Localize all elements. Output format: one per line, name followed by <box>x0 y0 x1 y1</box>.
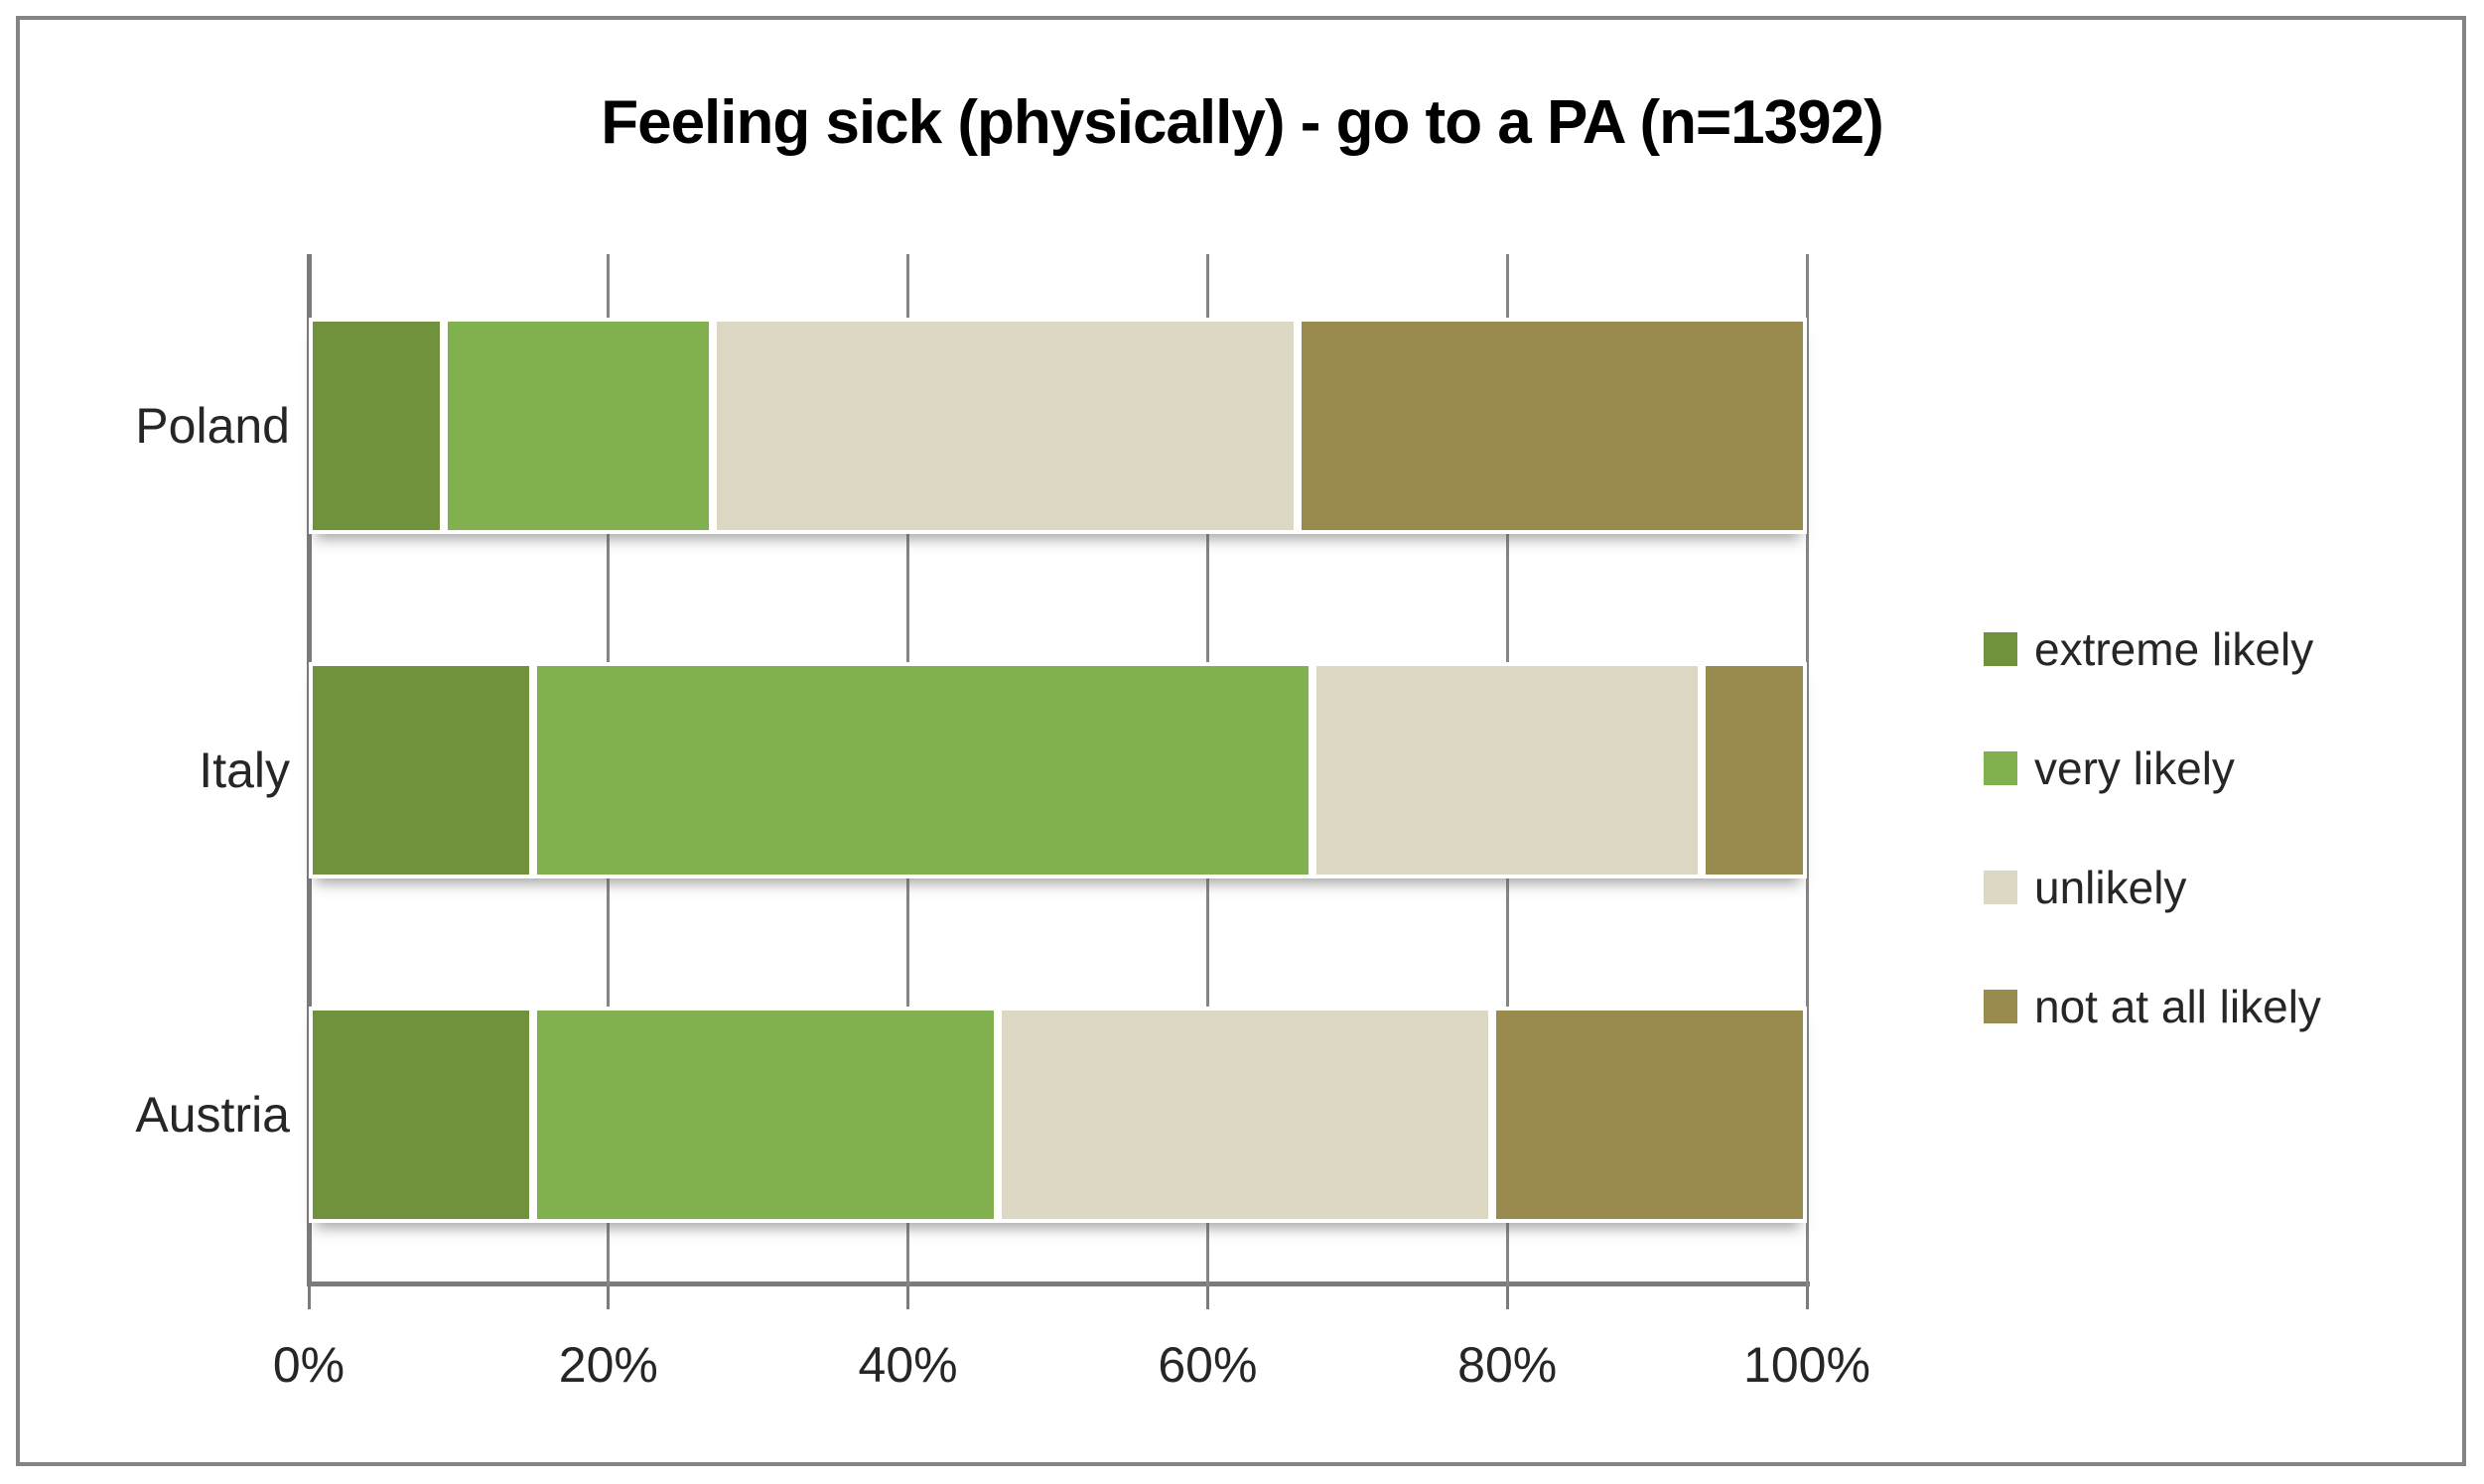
x-axis-label-0%: 0% <box>272 1337 345 1393</box>
x-axis-label-100%: 100% <box>1743 1337 1870 1393</box>
x-axis-label-80%: 80% <box>1457 1337 1558 1393</box>
x-axis-tick-60% <box>1205 1286 1209 1309</box>
x-axis-label-40%: 40% <box>858 1337 958 1393</box>
bar-segment-italy-extreme-likely <box>309 662 534 878</box>
bar-segment-italy-not-at-all-likely <box>1702 662 1807 878</box>
category-label-italy: Italy <box>199 742 290 798</box>
legend-label: unlikely <box>2034 862 2187 913</box>
bar-segment-italy-very-likely <box>533 662 1313 878</box>
chart-title: Feeling sick (physically) - go to a PA (… <box>601 88 1884 157</box>
x-axis-label-60%: 60% <box>1158 1337 1258 1393</box>
x-axis-tick-80% <box>1505 1286 1509 1309</box>
legend-item-not-at-all-likely: not at all likely <box>1984 981 2321 1032</box>
bar-segment-poland-very-likely <box>443 318 714 535</box>
plot-area <box>306 254 1810 1309</box>
gridline-100% <box>1805 254 1809 1286</box>
x-axis-tick-20% <box>607 1286 611 1309</box>
bar-segment-poland-not-at-all-likely <box>1297 318 1807 535</box>
legend: extreme likely very likely unlikely not at … <box>1984 623 2321 1102</box>
legend-label: extreme likely <box>2034 623 2314 675</box>
legend-item-unlikely: unlikely <box>1984 862 2321 913</box>
x-axis-label-20%: 20% <box>558 1337 658 1393</box>
bar-segment-austria-unlikely <box>998 1006 1493 1223</box>
legend-swatch-unlikely <box>1984 871 2017 904</box>
x-axis-tick-40% <box>906 1286 910 1309</box>
x-axis-tick-0% <box>307 1286 311 1309</box>
bar-segment-poland-extreme-likely <box>309 318 444 535</box>
x-axis-tick-100% <box>1805 1286 1809 1309</box>
bar-segment-poland-unlikely <box>713 318 1298 535</box>
bar-segment-austria-not-at-all-likely <box>1492 1006 1807 1223</box>
legend-item-extreme-likely: extreme likely <box>1984 623 2321 675</box>
bar-row-austria <box>309 1006 1807 1223</box>
category-label-poland: Poland <box>135 398 290 455</box>
legend-swatch-not-at-all-likely <box>1984 990 2017 1023</box>
bar-segment-italy-unlikely <box>1312 662 1703 878</box>
legend-item-very-likely: very likely <box>1984 742 2321 794</box>
legend-swatch-very-likely <box>1984 751 2017 785</box>
bar-segment-austria-very-likely <box>533 1006 999 1223</box>
category-label-austria: Austria <box>135 1086 290 1143</box>
bar-row-italy <box>309 662 1807 878</box>
x-axis-line <box>307 1282 1810 1286</box>
legend-label: not at all likely <box>2034 981 2321 1032</box>
bar-row-poland <box>309 318 1807 535</box>
legend-label: very likely <box>2034 742 2235 794</box>
bar-segment-austria-extreme-likely <box>309 1006 534 1223</box>
legend-swatch-extreme-likely <box>1984 632 2017 666</box>
